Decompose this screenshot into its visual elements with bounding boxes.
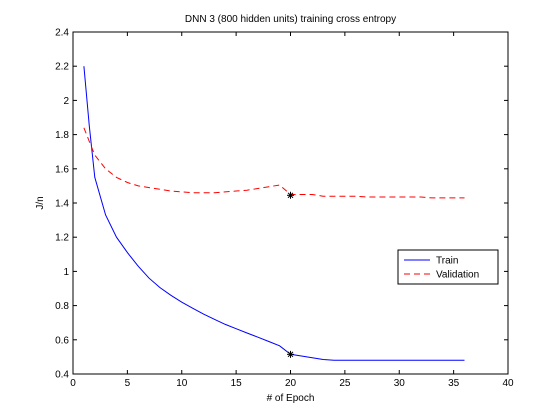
x-tick-label: 25 bbox=[339, 378, 351, 389]
y-tick-label: 0.4 bbox=[55, 370, 69, 381]
chart-title: DNN 3 (800 hidden units) training cross … bbox=[185, 14, 396, 25]
series-line-validation bbox=[83, 127, 465, 199]
series-line-train bbox=[83, 66, 465, 361]
y-tick-label: 2 bbox=[63, 96, 69, 107]
y-tick-label: 0.6 bbox=[55, 335, 69, 346]
best-epoch-marker-train bbox=[287, 350, 294, 358]
x-tick-label: 40 bbox=[502, 378, 514, 389]
y-tick-label: 2.4 bbox=[55, 28, 69, 39]
legend-box bbox=[397, 249, 499, 285]
y-tick-label: 1.6 bbox=[55, 164, 69, 175]
legend-label-validation: Validation bbox=[436, 270, 479, 281]
legend-label-train: Train bbox=[436, 256, 458, 267]
x-tick-label: 30 bbox=[394, 378, 406, 389]
y-tick-label: 1.8 bbox=[55, 130, 69, 141]
x-axis-label: # of Epoch bbox=[267, 393, 315, 404]
x-tick-label: 5 bbox=[125, 378, 131, 389]
y-tick-label: 1.4 bbox=[55, 199, 69, 210]
y-tick-label: 0.8 bbox=[55, 301, 69, 312]
plot-area: 0 5 10 15 20 25 30 35 40 0.4 0.6 0.8 1 1.2 1.4 1.6 1.8 2 2… bbox=[55, 28, 514, 390]
x-tick-label: 35 bbox=[448, 378, 460, 389]
x-tick-label: 0 bbox=[70, 378, 76, 389]
axes-box bbox=[72, 31, 509, 375]
x-tick-label: 10 bbox=[176, 378, 188, 389]
x-tick-label: 20 bbox=[285, 378, 297, 389]
y-tick-label: 1 bbox=[63, 267, 69, 278]
x-tick-label: 15 bbox=[231, 378, 243, 389]
y-axis-label: J/n bbox=[35, 196, 46, 209]
best-epoch-marker-validation bbox=[287, 191, 294, 199]
y-tick-label: 1.2 bbox=[55, 233, 69, 244]
y-tick-label: 2.2 bbox=[55, 62, 69, 73]
legend: Train Validation bbox=[397, 249, 499, 285]
